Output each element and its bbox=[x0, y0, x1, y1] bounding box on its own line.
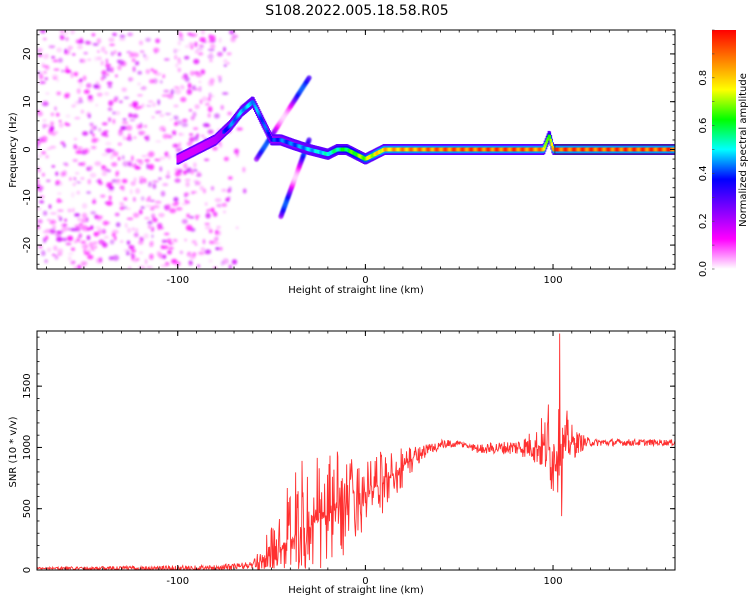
spectrogram-plot-area bbox=[37, 30, 675, 269]
spectrogram-ytick-label: -20 bbox=[22, 237, 33, 253]
spectrogram-xlabel: Height of straight line (km) bbox=[288, 285, 424, 296]
snr-ytick-label: 1500 bbox=[22, 373, 33, 398]
snr-ytick-label: 500 bbox=[22, 499, 33, 518]
colorbar-axes: 0.0 0.2 0.4 0.6 0.8 bbox=[698, 29, 715, 277]
spectrogram-xtick-label: -100 bbox=[166, 275, 189, 286]
colorbar-gradient bbox=[712, 30, 736, 269]
snr-xtick-label: 100 bbox=[543, 576, 562, 587]
colorbar-tick-label: 0.4 bbox=[698, 165, 709, 181]
colorbar-tick-label: 0.6 bbox=[698, 118, 709, 134]
spectrogram-ylabel: Frequency (Hz) bbox=[8, 112, 19, 188]
snr-plot-area bbox=[37, 333, 675, 570]
snr-ylabel: SNR (10 * v/v) bbox=[8, 416, 19, 487]
spectrogram-ytick-label: 10 bbox=[22, 95, 33, 108]
figure-title: S108.2022.005.18.58.R05 bbox=[265, 3, 448, 19]
snr-line bbox=[37, 333, 675, 570]
snr-ytick-label: 1000 bbox=[22, 435, 33, 460]
spectrogram-ytick-label: 0 bbox=[22, 146, 33, 152]
colorbar-tick-label: 0.2 bbox=[698, 213, 709, 229]
snr-xlabel: Height of straight line (km) bbox=[288, 585, 424, 596]
spectrogram-xtick-label: 100 bbox=[543, 275, 562, 286]
spectrogram-ytick-label: -10 bbox=[22, 189, 33, 205]
snr-ytick-label: 0 bbox=[22, 567, 33, 573]
snr-frame bbox=[36, 330, 676, 571]
spectrogram-carrier bbox=[176, 96, 675, 165]
spectrogram-noise bbox=[37, 30, 247, 269]
colorbar: 0.0 0.2 0.4 0.6 0.8 Normalized spectral ampl… bbox=[698, 29, 749, 277]
snr-xtick-label: -100 bbox=[166, 576, 189, 587]
colorbar-label: Normalized spectral amplitude bbox=[738, 73, 749, 227]
colorbar-tick-label: 0.8 bbox=[698, 70, 709, 86]
colorbar-tick-label: 0.0 bbox=[698, 261, 709, 277]
spectrogram-xtick-label: 0 bbox=[362, 275, 368, 286]
snr-xtick-label: 0 bbox=[362, 576, 368, 587]
spectrogram-ytick-label: 20 bbox=[22, 48, 33, 61]
